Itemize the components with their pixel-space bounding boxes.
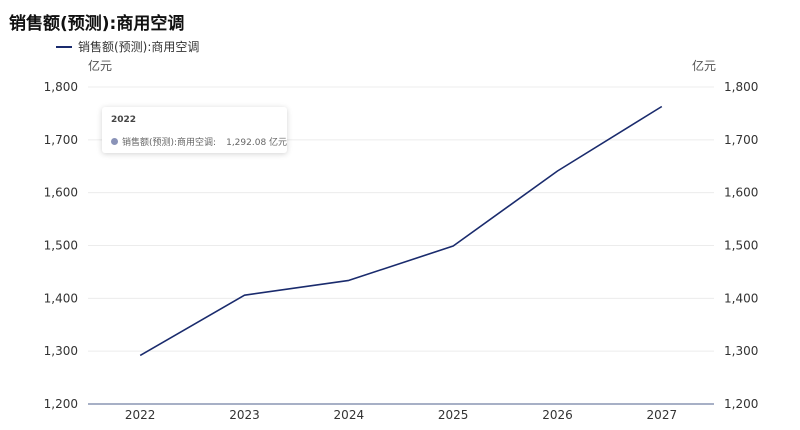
y-axis-right-unit: 亿元 bbox=[692, 58, 716, 73]
x-axis-ticks: 2022 2023 2024 2025 2026 2027 bbox=[125, 408, 677, 422]
y-tick-label-left: 1,700 bbox=[44, 133, 78, 147]
y-tick-label-right: 1,600 bbox=[724, 186, 758, 200]
series-group bbox=[138, 104, 664, 358]
y-tick-label-right: 1,400 bbox=[724, 291, 758, 305]
y-tick-label-left: 1,200 bbox=[44, 397, 78, 411]
tooltip-row: 销售额(预测):商用空调: 1,292.08 亿元 bbox=[111, 135, 287, 148]
y-tick-label-right: 1,700 bbox=[724, 133, 758, 147]
x-tick-label: 2024 bbox=[334, 408, 365, 422]
tooltip-year: 2022 bbox=[111, 115, 137, 125]
y-axis-right-ticks: 1,200 1,300 1,400 1,500 1,600 1,700 1,800 bbox=[724, 80, 758, 411]
data-point[interactable] bbox=[659, 104, 664, 109]
y-tick-label-left: 1,300 bbox=[44, 344, 78, 358]
data-point[interactable] bbox=[346, 278, 351, 283]
y-tick-label-right: 1,800 bbox=[724, 80, 758, 94]
y-tick-label-left: 1,500 bbox=[44, 239, 78, 253]
x-tick-label: 2023 bbox=[229, 408, 260, 422]
gridlines bbox=[88, 86, 714, 405]
y-tick-label-left: 1,800 bbox=[44, 80, 78, 94]
tooltip-value: 1,292.08 亿元 bbox=[226, 138, 288, 148]
x-tick-label: 2027 bbox=[647, 408, 678, 422]
x-tick-label: 2022 bbox=[125, 408, 156, 422]
tooltip: 2022 销售额(预测):商用空调: 1,292.08 亿元 bbox=[102, 107, 287, 153]
data-point[interactable] bbox=[451, 244, 456, 249]
legend-label: 销售额(预测):商用空调 bbox=[78, 40, 200, 54]
x-tick-label: 2026 bbox=[542, 408, 573, 422]
tooltip-series-dot bbox=[111, 138, 118, 145]
y-tick-label-right: 1,200 bbox=[724, 397, 758, 411]
data-point[interactable] bbox=[555, 169, 560, 174]
y-tick-label-right: 1,500 bbox=[724, 239, 758, 253]
legend[interactable]: 销售额(预测):商用空调 bbox=[56, 38, 199, 55]
y-tick-label-left: 1,400 bbox=[44, 291, 78, 305]
y-tick-label-left: 1,600 bbox=[44, 186, 78, 200]
legend-line-swatch bbox=[56, 45, 72, 48]
chart-title: 销售额(预测):商用空调 bbox=[9, 14, 185, 34]
data-point[interactable] bbox=[138, 353, 143, 358]
tooltip-series-label: 销售额(预测):商用空调: bbox=[122, 138, 217, 148]
series-line[interactable] bbox=[139, 105, 663, 357]
x-tick-label: 2025 bbox=[438, 408, 469, 422]
y-tick-label-right: 1,300 bbox=[724, 344, 758, 358]
data-point[interactable] bbox=[242, 293, 247, 298]
y-axis-left-unit: 亿元 bbox=[88, 58, 112, 73]
y-axis-left-ticks: 1,200 1,300 1,400 1,500 1,600 1,700 1,800 bbox=[44, 80, 78, 411]
